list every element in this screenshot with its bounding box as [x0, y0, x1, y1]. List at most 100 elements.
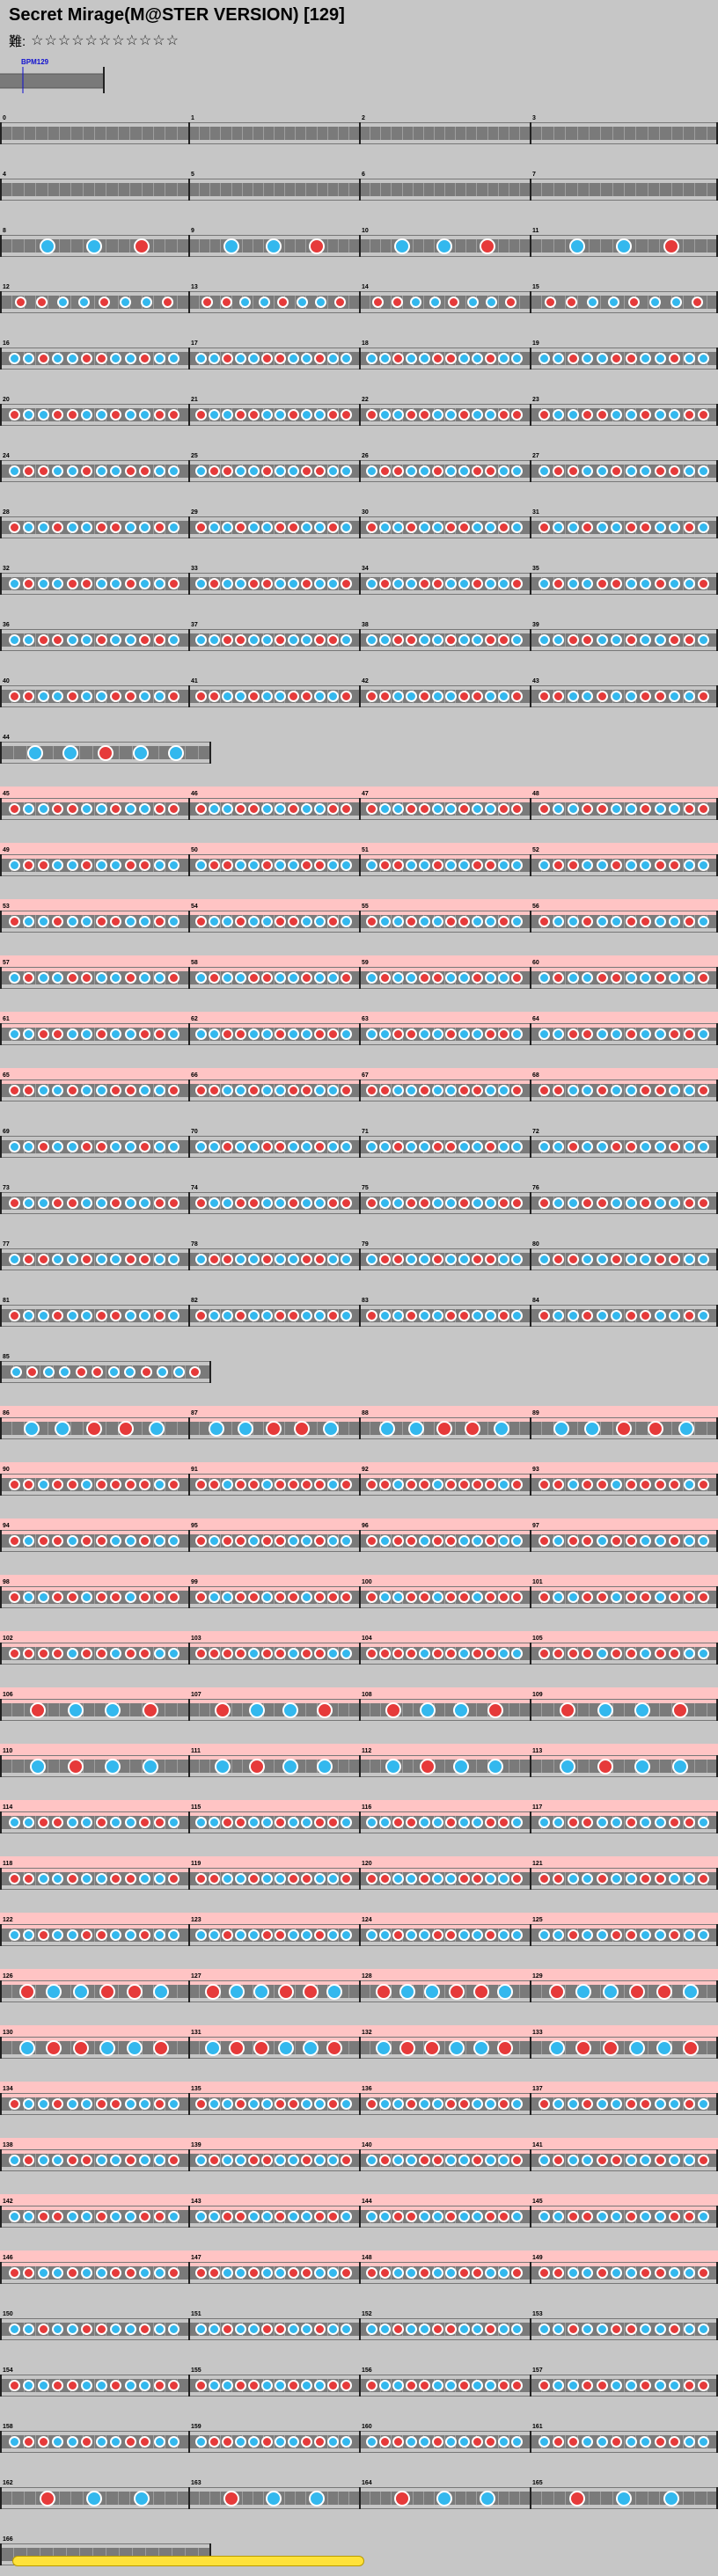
blue-note [453, 1702, 469, 1718]
measure-lane [359, 2487, 530, 2509]
red-note [498, 409, 509, 421]
red-note [195, 1310, 207, 1321]
red-note [485, 2211, 496, 2222]
blue-note [485, 691, 496, 702]
red-note [366, 1310, 377, 1321]
blue-note [419, 860, 430, 871]
measure-lane [359, 2431, 530, 2453]
red-note [327, 1197, 339, 1209]
blue-note [498, 1479, 509, 1490]
red-note [445, 2098, 457, 2110]
blue-note [327, 2324, 339, 2335]
measure-lane [359, 1699, 530, 1721]
blue-note [261, 1085, 273, 1096]
red-note [582, 1197, 593, 1209]
measure-number: 34 [362, 566, 369, 572]
blue-note [429, 296, 441, 308]
red-note [485, 1254, 496, 1265]
red-note [553, 691, 564, 702]
blue-note [670, 296, 682, 308]
blue-note [81, 1085, 92, 1096]
blue-note [626, 2380, 637, 2391]
measure-number: 108 [362, 1692, 372, 1698]
blue-note [485, 2155, 496, 2166]
red-note [67, 578, 78, 589]
blue-note [288, 465, 299, 477]
blue-note [406, 2436, 417, 2448]
blue-note [9, 1929, 20, 1941]
red-note [253, 2040, 269, 2056]
measure: 69 [0, 1128, 188, 1160]
blue-note [73, 1984, 89, 2000]
measure-number: 57 [3, 960, 10, 966]
measure: 100 [359, 1578, 530, 1610]
measure: 62 [188, 1015, 359, 1047]
blue-note [640, 1254, 651, 1265]
measure-lane [0, 1136, 188, 1158]
blue-note [275, 2380, 286, 2391]
blue-note [67, 1028, 78, 1040]
red-note [261, 1141, 273, 1153]
red-note [341, 691, 352, 702]
red-note [96, 1310, 107, 1321]
red-note [432, 1141, 443, 1153]
measure: 156 [359, 2367, 530, 2398]
measure-number: 14 [362, 284, 369, 290]
blue-note [209, 1817, 220, 1828]
blue-note [314, 409, 326, 421]
measure-number: 101 [532, 1579, 543, 1585]
blue-note [538, 1929, 550, 1941]
red-note [139, 2324, 150, 2335]
measure-lane [359, 1305, 530, 1327]
difficulty-stars: ☆☆☆☆☆☆☆☆☆☆☆ [31, 33, 180, 48]
blue-note [587, 296, 598, 308]
blue-note [261, 2267, 273, 2279]
red-note [379, 972, 391, 984]
red-note [406, 803, 417, 815]
red-note [569, 2491, 585, 2506]
red-note [110, 916, 121, 927]
blue-note [235, 1141, 246, 1153]
blue-note [282, 1759, 298, 1775]
red-note [655, 1873, 666, 1884]
blue-note [195, 972, 207, 984]
red-note [125, 972, 136, 984]
blue-note [9, 634, 20, 646]
blue-note [655, 634, 666, 646]
red-note [96, 634, 107, 646]
blue-note [626, 1197, 637, 1209]
blue-note [655, 916, 666, 927]
red-note [473, 1984, 489, 2000]
red-note [23, 1085, 34, 1096]
blue-note [125, 522, 136, 533]
measure-number: 166 [3, 2536, 13, 2543]
blue-note [327, 578, 339, 589]
blue-note [394, 238, 410, 254]
red-note [23, 972, 34, 984]
red-note [366, 2380, 377, 2391]
measure-number: 121 [532, 1861, 543, 1867]
blue-note [419, 2324, 430, 2335]
red-note [209, 1085, 220, 1096]
blue-note [684, 2324, 695, 2335]
measure: 130 [0, 2029, 188, 2060]
red-note [485, 634, 496, 646]
blue-note [408, 1421, 424, 1437]
red-note [235, 1592, 246, 1603]
measure-number: 105 [532, 1636, 543, 1642]
red-note [341, 803, 352, 815]
red-note [9, 803, 20, 815]
blue-note [288, 1028, 299, 1040]
blue-note [498, 1254, 509, 1265]
red-note [96, 916, 107, 927]
red-note [698, 1085, 709, 1096]
red-note [472, 1873, 483, 1884]
measure-lane [530, 1417, 718, 1439]
red-note [640, 1197, 651, 1209]
red-note [96, 2098, 107, 2110]
red-note [235, 2211, 246, 2222]
red-note [568, 2436, 579, 2448]
measure-lane [359, 685, 530, 707]
blue-note [301, 522, 312, 533]
measure: 33 [188, 565, 359, 596]
